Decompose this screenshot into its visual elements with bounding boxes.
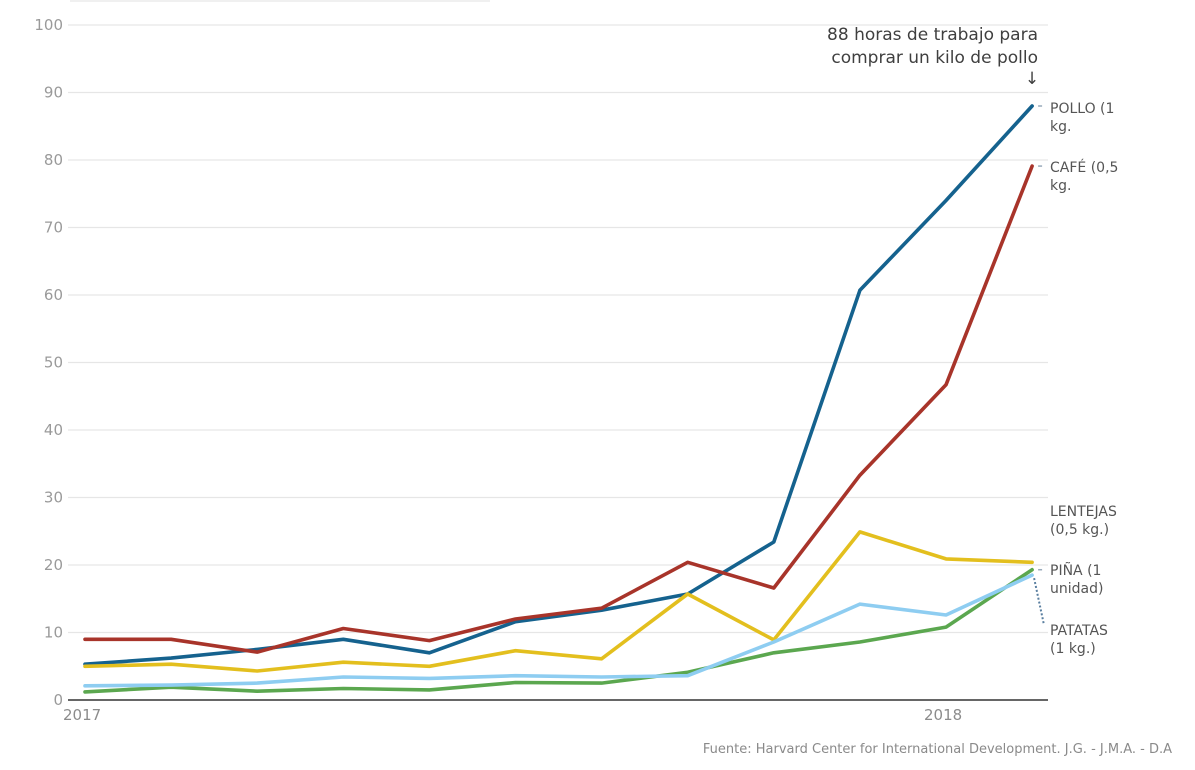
- y-tick-label: 90: [44, 84, 63, 102]
- x-tick-label: 2018: [924, 706, 962, 724]
- series-label-cafe: CAFÉ (0,5: [1050, 159, 1118, 176]
- y-tick-label: 30: [44, 489, 63, 507]
- leader-patatas: [1033, 577, 1045, 626]
- series-label-lentejas: (0,5 kg.): [1050, 522, 1109, 538]
- annotation-line-2: comprar un kilo de pollo: [831, 48, 1038, 68]
- y-tick-label: 60: [44, 286, 63, 304]
- series-label-patatas: PATATAS: [1050, 623, 1108, 639]
- annotation-arrow-icon: ↓: [1025, 69, 1039, 89]
- y-tick-label: 70: [44, 219, 63, 237]
- series-lines: [83, 104, 1034, 694]
- series-line-patatas: [83, 573, 1034, 688]
- series-line-lentejas: [83, 530, 1034, 673]
- series-line-cafe: [83, 164, 1034, 654]
- y-tick-label: 10: [44, 624, 63, 642]
- annotation: 88 horas de trabajo para comprar un kilo…: [827, 25, 1039, 89]
- series-label-pollo: kg.: [1050, 119, 1071, 135]
- y-tick-label: 80: [44, 151, 63, 169]
- gridlines: [68, 24, 1048, 634]
- series-label-pina: PIÑA (1: [1050, 562, 1101, 579]
- y-tick-label: 0: [53, 691, 63, 709]
- series-line-pina: [83, 567, 1034, 694]
- label-leaders: [1033, 105, 1045, 626]
- series-line-pollo: [83, 104, 1034, 667]
- annotation-line-1: 88 horas de trabajo para: [827, 25, 1038, 45]
- x-axis-ticks: 2017 2018: [63, 706, 962, 724]
- series-label-lentejas: LENTEJAS: [1050, 504, 1117, 520]
- y-tick-label: 50: [44, 354, 63, 372]
- source-note: Fuente: Harvard Center for International…: [703, 742, 1172, 757]
- y-tick-label: 100: [34, 16, 63, 34]
- series-label-pina: unidad): [1050, 581, 1103, 597]
- y-axis-ticks: 0 10 20 30 40 50 60 70 80 90 100: [34, 16, 63, 709]
- series-label-cafe: kg.: [1050, 178, 1071, 194]
- series-label-patatas: (1 kg.): [1050, 641, 1096, 657]
- y-tick-label: 20: [44, 556, 63, 574]
- series-labels: POLLO (1 kg. CAFÉ (0,5 kg. LENTEJAS (0,5 kg.)…: [1050, 101, 1118, 657]
- series-label-pollo: POLLO (1: [1050, 101, 1114, 117]
- y-tick-label: 40: [44, 421, 63, 439]
- x-tick-label: 2017: [63, 706, 101, 724]
